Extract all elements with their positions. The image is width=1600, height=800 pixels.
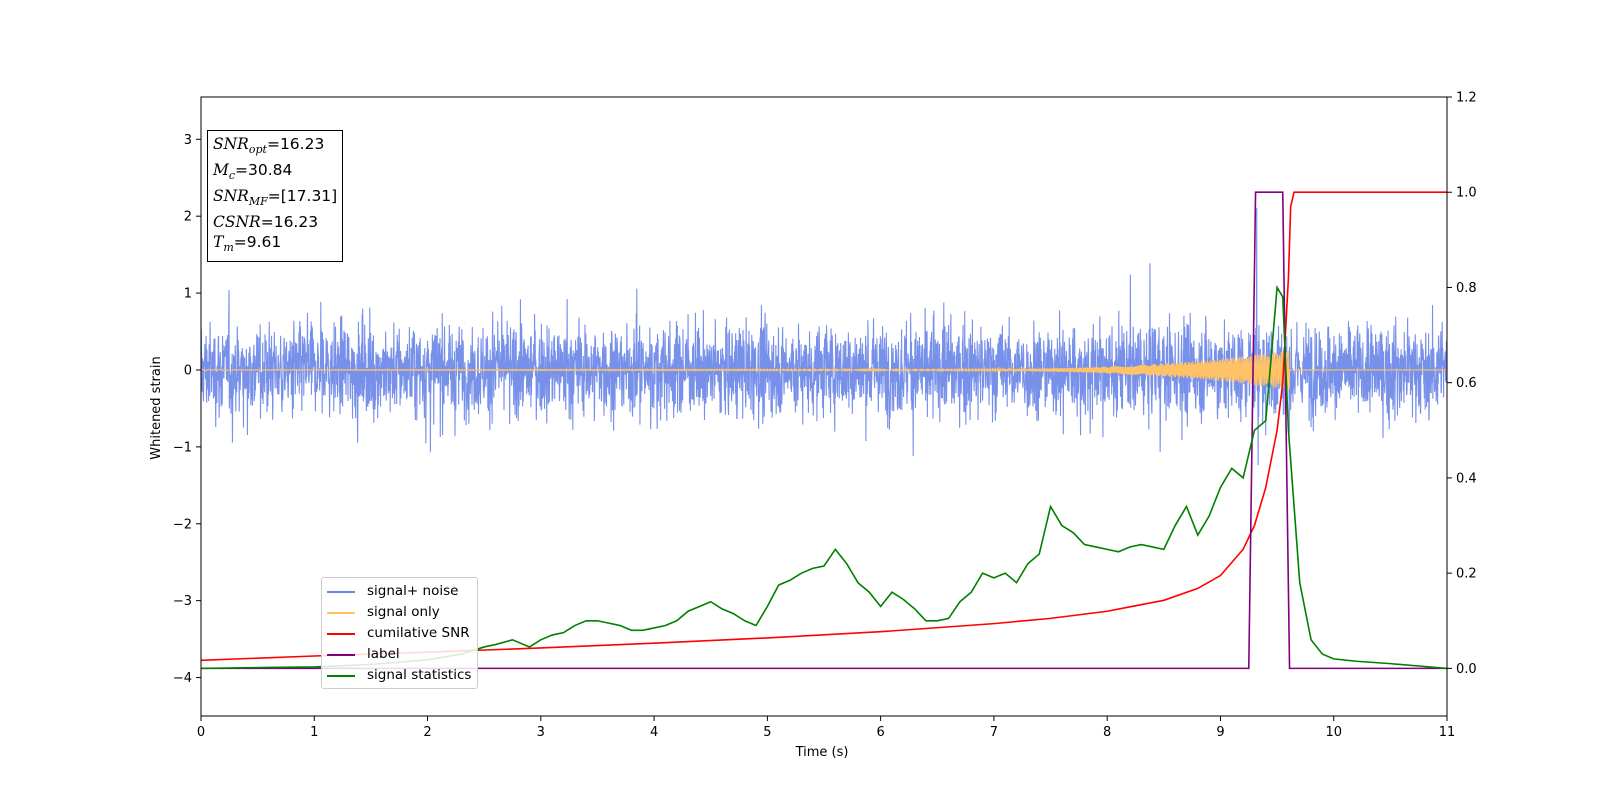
series-signal-only <box>201 350 1447 390</box>
x-tick-label: 0 <box>197 725 205 740</box>
plot-area <box>201 191 1447 670</box>
y-axis-label: Whitened strain <box>149 356 164 459</box>
y-tick-label: 2 <box>184 210 192 225</box>
csnr-value: =16.23 <box>260 213 319 232</box>
legend-swatch-cumulative-snr <box>327 632 355 635</box>
x-tick-label: 11 <box>1439 725 1456 740</box>
y2-tick-label: 1.2 <box>1456 91 1477 106</box>
snr-opt-line: SNRopt=16.23 <box>213 135 325 157</box>
legend-item-signal-noise: signal+ noise <box>327 581 471 602</box>
legend-swatch-signal-only <box>327 611 355 614</box>
legend-label-signal-noise: signal+ noise <box>367 583 459 599</box>
tm-line: Tm=9.61 <box>213 233 282 255</box>
legend-label-label: label <box>367 646 400 662</box>
legend-item-signal-only: signal only <box>327 602 471 623</box>
axes-frame <box>200 96 1448 717</box>
x-tick-label: 4 <box>650 725 658 740</box>
y2-tick-label: 0.8 <box>1456 281 1477 296</box>
y2-tick-label: 0.2 <box>1456 567 1477 582</box>
legend-swatch-signal-noise <box>327 590 355 593</box>
info-box: SNRopt=16.23 Mc=30.84 SNRMF=[17.31] CSNR… <box>207 130 344 263</box>
x-axis-label: Time (s) <box>795 745 849 760</box>
y2-tick-label: 0.0 <box>1456 662 1477 677</box>
y-tick-label: 0 <box>184 363 192 378</box>
x-tick-label: 9 <box>1216 725 1224 740</box>
x-tick-label: 3 <box>537 725 545 740</box>
legend-item-cumulative-snr: cumilative SNR <box>327 623 471 644</box>
y-tick-label: −2 <box>173 517 192 532</box>
y-tick-label: −1 <box>173 440 192 455</box>
x-tick-label: 7 <box>990 725 998 740</box>
x-tick-label: 2 <box>423 725 431 740</box>
x-tick-label: 10 <box>1325 725 1342 740</box>
legend-label-cumulative-snr: cumilative SNR <box>367 625 470 641</box>
y2-tick-label: 0.4 <box>1456 471 1477 486</box>
legend-item-label: label <box>327 644 471 665</box>
x-tick-label: 5 <box>763 725 771 740</box>
snr-opt-value: =16.23 <box>266 135 325 153</box>
y2-tick-label: 1.0 <box>1456 186 1477 201</box>
snr-mf-value: =[17.31] <box>267 187 338 206</box>
series-signal-noise <box>201 208 1447 466</box>
legend-label-signal-only: signal only <box>367 604 440 620</box>
legend-item-signal-statistics: signal statistics <box>327 665 471 686</box>
x-tick-label: 8 <box>1103 725 1111 740</box>
y-tick-label: 3 <box>184 133 192 148</box>
mc-value: =30.84 <box>235 161 293 180</box>
csnr-line: CSNR=16.23 <box>213 213 319 232</box>
snr-mf-line: SNRMF=[17.31] <box>213 187 338 209</box>
series-cumulative-snr <box>201 191 1447 662</box>
y2-tick-label: 0.6 <box>1456 376 1477 391</box>
series-label <box>201 191 1447 670</box>
legend-swatch-label <box>327 653 355 656</box>
tm-value: =9.61 <box>233 233 282 252</box>
x-tick-label: 1 <box>310 725 318 740</box>
x-tick-label: 6 <box>876 725 884 740</box>
legend-label-signal-statistics: signal statistics <box>367 667 472 683</box>
y-tick-label: −3 <box>173 594 192 609</box>
y-tick-label: −4 <box>173 671 192 686</box>
legend: signal+ noise signal only cumilative SNR… <box>321 577 479 689</box>
legend-swatch-signal-statistics <box>327 674 355 677</box>
axis-ticks: 0 1 2 3 4 5 6 7 8 9 10 11 −4 −3 −2 −1 0 1 2 3 0.0 0.2 0.4 0.6 0.… <box>173 91 1477 741</box>
y-tick-label: 1 <box>184 287 192 302</box>
mc-line: Mc=30.84 <box>213 161 293 183</box>
series-signal-statistics <box>201 284 1447 670</box>
